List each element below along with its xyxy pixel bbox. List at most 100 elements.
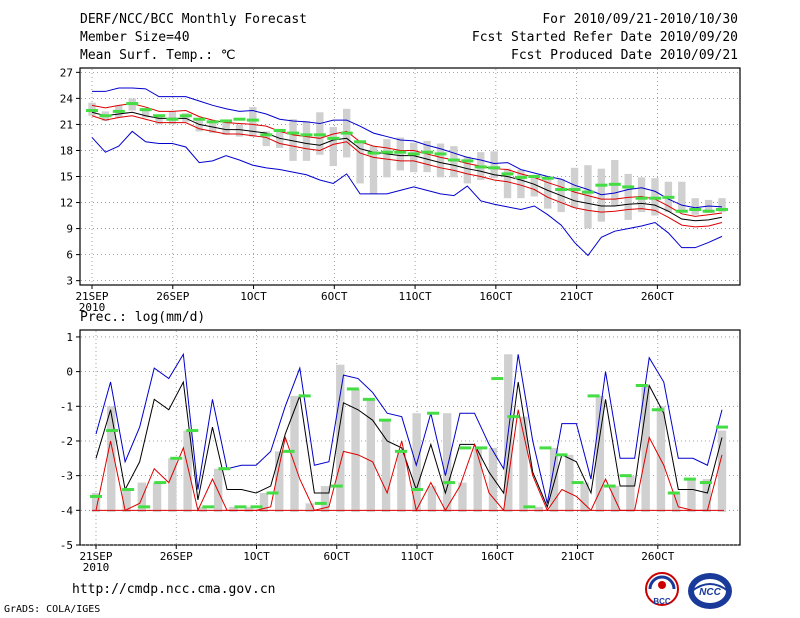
member-size: Member Size=40 [80,30,190,45]
y-tick-label: 1 [66,331,73,344]
prec-bar [152,482,162,513]
temp-bar [718,198,726,213]
prec-bar [687,479,696,513]
y-tick-label: 6 [66,249,73,262]
x-tick-label: 1OCT [240,290,267,303]
temp-line-mean [91,111,723,222]
x-tick-label: 21OCT [560,290,593,303]
prec-bar [565,454,574,513]
x-year-label: 2010 [83,561,110,574]
temp-bar [410,142,418,173]
temp-bar [302,120,311,161]
prec-line-median [95,409,723,512]
temp-bar [463,156,472,184]
temp-bar [249,107,257,137]
prec-bar [381,420,391,513]
y-tick-label: -4 [60,504,74,517]
temp-line-min [91,130,723,257]
prec-line-max [95,352,723,504]
x-tick-label: 21SEP [79,550,112,563]
y-tick-label: -2 [60,435,73,448]
temp-bar [503,168,512,199]
prec-bar [534,506,543,513]
footer-url[interactable]: http://cmdp.ncc.cma.gov.cn [72,582,276,597]
prec-bar [473,447,482,513]
y-tick-label: 12 [60,197,73,210]
variable-label: Mean Surf. Temp.: ℃ [80,48,236,63]
y-tick-label: 15 [60,171,73,184]
prec-bar [458,482,467,513]
prec-bar [168,458,177,513]
temp-bar [570,167,579,208]
x-tick-label: 11OCT [399,290,432,303]
temp-bar [235,124,244,137]
prec-bar [442,413,452,513]
prec-bar [198,506,208,513]
bcc-logo: BCC [645,572,679,606]
prec-bar [336,364,345,513]
prec-bar [519,416,528,513]
temp-bar [182,113,190,122]
prec-bar [91,492,101,513]
prec-bar [580,482,589,513]
y-tick-label: -3 [60,470,73,483]
y-tick-label: 0 [66,366,73,379]
temp-bar [262,131,270,147]
temp-line-upper [91,103,723,217]
temp-bar [141,107,150,118]
precip-label: Prec.: log(mm/d) [80,310,206,325]
prec-bar [717,430,727,513]
prec-bar [122,489,131,513]
temp-line-median [91,115,723,228]
precipitation-chart: 1 0 -1 -2 -3 -4 -5 21SEP 26SEP 1OCT 6OCT 11OCT 16OCT… [60,329,741,574]
x-tick-label: 26SEP [160,550,193,563]
x-tick-label: 16OCT [481,550,514,563]
temp-bar [490,151,498,179]
prec-bar [107,406,116,513]
temp-bar [222,120,230,135]
x-tick-label: 21SEP [75,290,108,303]
prec-bar [244,506,253,513]
y-tick-label: 27 [60,66,73,79]
chart-title: DERF/NCC/BCC Monthly Forecast [80,12,307,27]
temp-bar [678,181,686,212]
x-tick-label: 16OCT [479,290,512,303]
x-tick-label: 6OCT [321,290,348,303]
temp-bar [289,119,297,161]
prec-bar [488,447,498,513]
prec-bar [641,385,650,513]
produced-date: Fcst Produced Date 2010/09/21 [511,48,738,63]
prec-bar [366,399,376,513]
temp-bar [544,177,552,209]
temp-bar [691,198,699,215]
x-tick-label: 21OCT [561,550,594,563]
temp-bar [356,142,364,184]
x-tick-label: 6OCT [324,550,351,563]
temp-bar [637,177,646,213]
y-tick-label: 3 [66,275,73,288]
x-tick-label: 11OCT [400,550,433,563]
prec-bar [702,479,711,513]
temp-bar [450,146,458,178]
y-tick-label: -1 [60,400,73,413]
start-date: Fcst Started Refer Date 2010/09/20 [471,30,738,45]
forecast-period: For 2010/09/21-2010/10/30 [542,12,738,27]
temperature-chart: 3 6 9 12 15 18 21 24 27 21SEP 26SEP 1OCT 6OCT 11OCT 16… [60,66,741,314]
prec-bar [626,475,635,513]
y-tick-label: 9 [66,223,73,236]
x-tick-label: 1OCT [243,550,270,563]
bcc-logo-text: BCC [653,597,671,606]
prec-line-mean [95,380,723,509]
temp-bar [329,127,337,167]
temp-bar [530,174,539,197]
ncc-logo-text: NCC [699,587,721,598]
temp-bar [517,169,525,199]
temp-bar [396,137,404,171]
y-tick-label: -5 [60,539,73,552]
grads-credit: GrADS: COLA/IGES [4,604,101,615]
prec-bar [259,492,269,513]
x-year-label: 2010 [79,301,106,314]
temp-bar [155,114,163,125]
x-tick-label: 26SEP [156,290,189,303]
